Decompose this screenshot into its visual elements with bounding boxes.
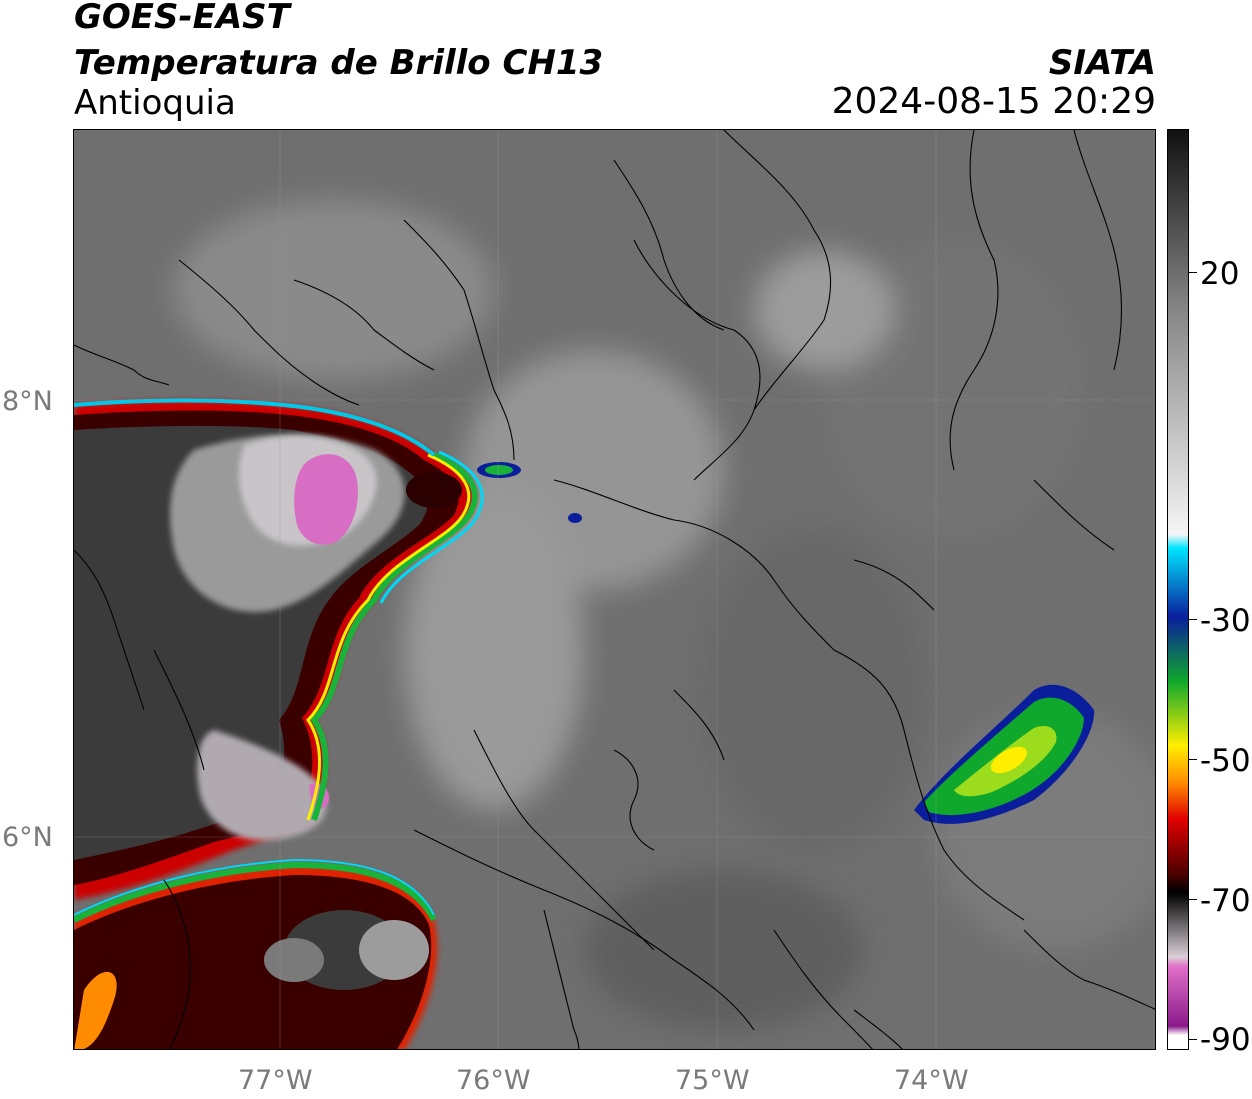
lon-tick-76w: 76°W (456, 1065, 531, 1096)
lon-tick-74w: 74°W (894, 1065, 969, 1096)
datetime-label: 2024-08-15 20:29 (831, 81, 1156, 122)
colorbar-tick (1189, 759, 1197, 760)
colorbar-tick (1189, 899, 1197, 900)
agency-label: SIATA (1048, 43, 1156, 83)
colorbar-label-minus50: -50 (1200, 743, 1251, 779)
admin-borders (74, 130, 1155, 1049)
lat-tick-8n: 8°N (2, 386, 53, 417)
colorbar-tick (1189, 619, 1197, 620)
product-title: Temperatura de Brillo CH13 (74, 43, 604, 83)
colorbar (1167, 129, 1189, 1050)
colorbar-label-minus30: -30 (1200, 603, 1251, 639)
satellite-title: GOES-EAST (74, 0, 290, 37)
northwest-storm (74, 398, 582, 900)
region-label: Antioquia (74, 83, 236, 123)
lon-tick-75w: 75°W (675, 1065, 750, 1096)
brightness-temperature-field (74, 130, 1155, 1049)
lat-tick-6n: 6°N (2, 822, 53, 853)
east-storm (914, 684, 1095, 824)
satellite-map[interactable] (73, 129, 1156, 1050)
lon-tick-77w: 77°W (238, 1065, 313, 1096)
colorbar-label-20: 20 (1200, 256, 1240, 292)
colorbar-label-minus70: -70 (1200, 883, 1251, 919)
southwest-storm (74, 858, 438, 1049)
colorbar-label-minus90: -90 (1200, 1022, 1251, 1058)
colorbar-tick (1189, 272, 1197, 273)
colorbar-tick (1189, 1039, 1197, 1040)
